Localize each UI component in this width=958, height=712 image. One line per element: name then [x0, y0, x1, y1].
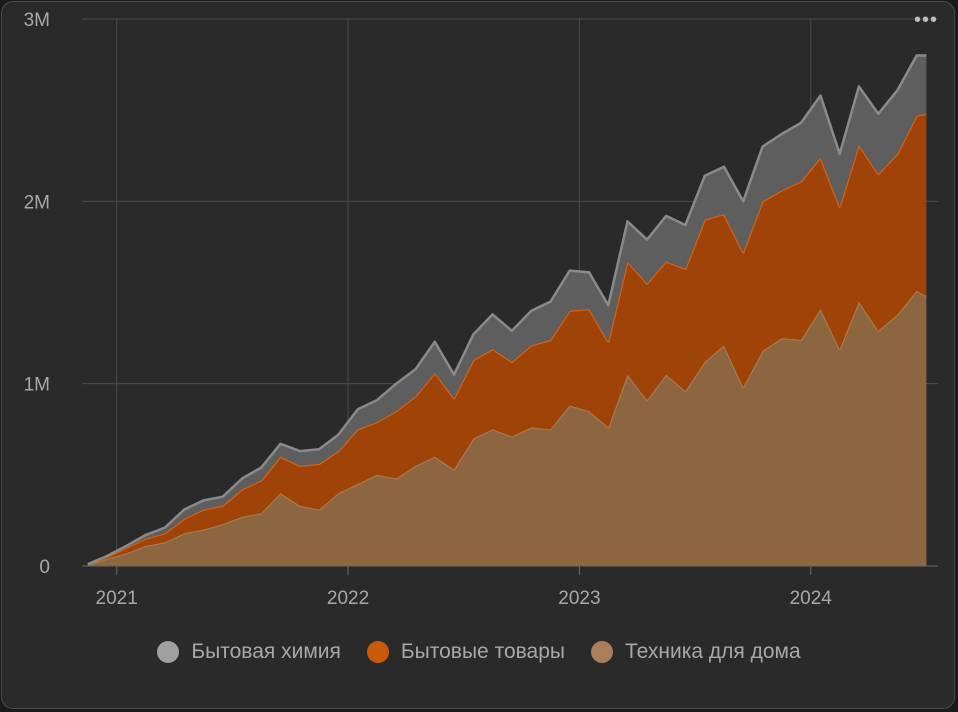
- more-options-icon[interactable]: •••: [913, 9, 938, 31]
- legend-swatch-icon: [591, 641, 614, 663]
- legend-label: Техника для дома: [625, 640, 801, 663]
- area-series-3: [87, 55, 927, 565]
- legend-item[interactable]: Техника для дома: [591, 640, 801, 664]
- legend-item[interactable]: Бытовая химия: [157, 640, 341, 664]
- legend-item[interactable]: Бытовые товары: [366, 640, 566, 664]
- legend-swatch-icon: [366, 641, 389, 663]
- legend-label: Бытовые товары: [400, 640, 566, 663]
- area-series: [87, 54, 928, 567]
- y-axis: 0 1M 2M 3M: [24, 10, 50, 578]
- area-series-1: [87, 290, 927, 566]
- legend-label: Бытовая химия: [191, 640, 341, 663]
- x-tick-label: 2022: [327, 588, 369, 609]
- y-tick-label: 0: [39, 557, 50, 578]
- x-tick-label: 2024: [790, 588, 833, 609]
- x-tick-label: 2021: [96, 588, 138, 609]
- y-tick-label: 2M: [24, 192, 50, 213]
- x-tick-label: 2023: [558, 588, 600, 609]
- area-series-2: [87, 113, 927, 566]
- legend-swatch-icon: [157, 641, 180, 663]
- series-line-3: [87, 54, 927, 566]
- legend: Бытовая химия Бытовые товары Техника для д…: [0, 640, 958, 664]
- y-tick-label: 1M: [24, 375, 50, 396]
- y-tick-label: 3M: [24, 10, 50, 31]
- x-axis: 2021 2022 2023 2024: [82, 565, 938, 609]
